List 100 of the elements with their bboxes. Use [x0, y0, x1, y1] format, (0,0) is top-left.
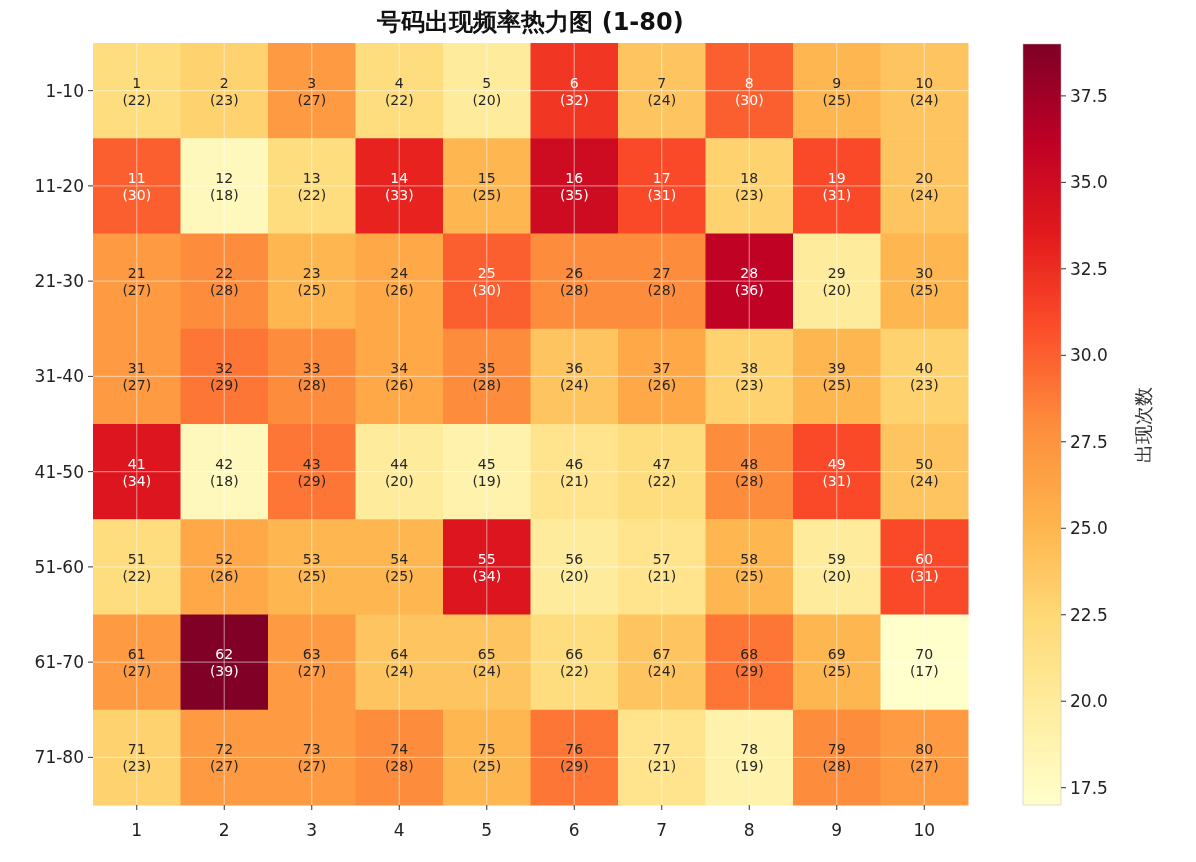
y-tick-label: 21-30 — [34, 271, 84, 292]
category-label: 5 — [481, 820, 493, 840]
data-label: 19 (31) — [822, 169, 852, 203]
data-label: 66 (22) — [559, 646, 589, 680]
data-label: 24 (26) — [384, 265, 414, 299]
chart-title: 号码出现频率热力图 (1-80) — [376, 8, 684, 36]
data-label: 74 (28) — [384, 741, 414, 775]
data-label: 49 (31) — [822, 455, 852, 489]
data-label: 50 (24) — [909, 455, 939, 489]
data-label: 29 (20) — [822, 265, 852, 299]
data-label: 11 (30) — [122, 169, 152, 203]
data-label: 37 (26) — [647, 360, 677, 394]
data-label: 62 (39) — [209, 646, 239, 680]
data-label: 20 (24) — [909, 169, 939, 203]
x-tick-label: 2 — [219, 74, 229, 91]
category-label: 3 — [306, 820, 318, 840]
data-label: 67 (24) — [647, 646, 677, 680]
data-label: 45 (19) — [472, 455, 502, 489]
text: (24) — [909, 91, 939, 108]
data-label: 15 (25) — [472, 169, 502, 203]
color-bar-label: 37.5 — [1070, 85, 1108, 106]
text: (24) — [647, 91, 677, 108]
data-label: 75 (25) — [472, 741, 502, 775]
data-label: 60 (31) — [909, 550, 939, 584]
data-label: 76 (29) — [559, 741, 589, 775]
data-label: 70 (17) — [909, 646, 939, 680]
data-label: 41 (34) — [122, 455, 152, 489]
data-label: 38 (23) — [734, 360, 764, 394]
color-bar-label: 27.5 — [1070, 431, 1108, 452]
data-label: 31 (27) — [122, 360, 152, 394]
data-label: 64 (24) — [384, 646, 414, 680]
x-tick-label: 4 — [394, 74, 404, 91]
data-label: 30 (25) — [909, 265, 939, 299]
color-bar-label: 35.0 — [1070, 172, 1108, 193]
data-label: 34 (26) — [384, 360, 414, 394]
text: (32) — [559, 91, 589, 108]
color-bar-label: 20.0 — [1070, 691, 1108, 712]
y-tick-label: 71-80 — [34, 747, 84, 768]
text: (20) — [472, 91, 502, 108]
text: (30) — [734, 91, 764, 108]
data-label: 14 (33) — [384, 169, 414, 203]
color-bar-title: 出现次数 — [1132, 386, 1154, 463]
category-label: 9 — [831, 820, 843, 840]
x-tick-label: 1 — [132, 74, 142, 91]
data-label: 32 (29) — [209, 360, 239, 394]
data-label: 51 (22) — [122, 550, 152, 584]
x-tick-label: 3 — [307, 74, 317, 91]
category-label: 6 — [568, 820, 580, 840]
data-label: 17 (31) — [647, 169, 677, 203]
data-label: 53 (25) — [297, 550, 327, 584]
x-tick-label: 10 — [915, 74, 934, 91]
data-label: 43 (29) — [297, 455, 327, 489]
category-label: 1 — [131, 820, 143, 840]
data-label: 69 (25) — [822, 646, 852, 680]
data-label: 48 (28) — [734, 455, 764, 489]
y-tick-label: 11-20 — [34, 175, 84, 196]
data-label: 46 (21) — [559, 455, 589, 489]
category-label: 7 — [656, 820, 668, 840]
data-label: 80 (27) — [909, 741, 939, 775]
text: (22) — [384, 91, 414, 108]
color-bar-label: 22.5 — [1070, 604, 1108, 625]
data-label: 18 (23) — [734, 169, 764, 203]
data-label: 78 (19) — [734, 741, 764, 775]
data-label: 22 (28) — [209, 265, 239, 299]
x-tick-label: 8 — [744, 74, 754, 91]
y-tick-label: 31-40 — [34, 366, 84, 387]
data-label: 27 (28) — [647, 265, 677, 299]
data-label: 79 (28) — [822, 741, 852, 775]
data-label: 12 (18) — [209, 169, 239, 203]
data-label: 73 (27) — [297, 741, 327, 775]
data-label: 65 (24) — [472, 646, 502, 680]
x-tick-label: 7 — [657, 74, 667, 91]
data-label: 40 (23) — [909, 360, 939, 394]
text: (22) — [122, 91, 152, 108]
data-label: 35 (28) — [472, 360, 502, 394]
color-bar-label: 17.5 — [1070, 777, 1108, 798]
data-label: 54 (25) — [384, 550, 414, 584]
text: (27) — [297, 91, 327, 108]
category-label: 2 — [218, 820, 230, 840]
data-label: 77 (21) — [647, 741, 677, 775]
data-label: 23 (25) — [297, 265, 327, 299]
y-tick-label: 61-70 — [34, 652, 84, 673]
data-label: 16 (35) — [559, 169, 589, 203]
data-label: 63 (27) — [297, 646, 327, 680]
data-label: 36 (24) — [559, 360, 589, 394]
x-tick-label: 6 — [569, 74, 579, 91]
x-tick-label: 5 — [482, 74, 492, 91]
data-label: 21 (27) — [122, 265, 152, 299]
category-label: 8 — [743, 820, 755, 840]
data-label: 39 (25) — [822, 360, 852, 394]
data-label: 57 (21) — [647, 550, 677, 584]
data-label: 25 (30) — [472, 265, 502, 299]
category-label: 10 — [913, 820, 936, 840]
data-label: 28 (36) — [734, 265, 764, 299]
data-label: 44 (20) — [384, 455, 414, 489]
data-label: 56 (20) — [559, 550, 589, 584]
data-label: 58 (25) — [734, 550, 764, 584]
text: (23) — [209, 91, 239, 108]
data-label: 71 (23) — [122, 741, 152, 775]
x-tick-label: 9 — [832, 74, 842, 91]
